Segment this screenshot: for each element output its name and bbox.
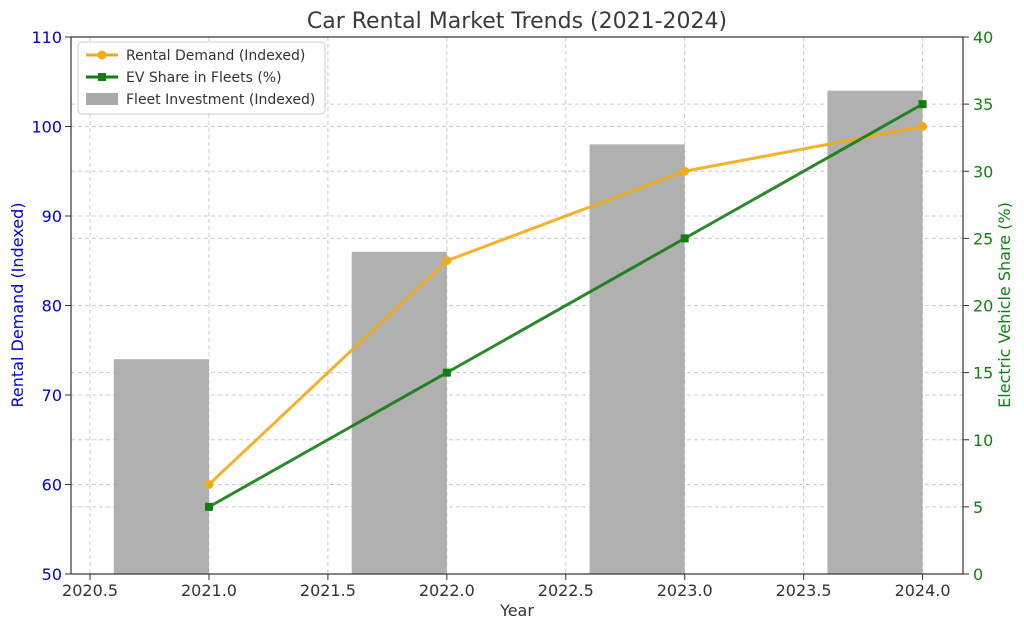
line-series xyxy=(204,100,928,511)
y-right-tick-label: 10 xyxy=(973,431,993,450)
bar-fleet-investment xyxy=(351,251,447,575)
bar-fleet-investment xyxy=(113,359,209,574)
legend-label: Rental Demand (Indexed) xyxy=(126,48,305,64)
point-ev-share xyxy=(204,502,213,511)
bar-fleet-investment xyxy=(589,144,685,574)
y-right-tick-label: 5 xyxy=(973,498,983,517)
x-tick-label: 2020.5 xyxy=(62,581,118,600)
y-left-tick-label: 70 xyxy=(42,386,62,405)
y-left-tick-label: 100 xyxy=(31,118,62,137)
y-right-tick-label: 0 xyxy=(973,565,983,584)
point-rental-demand xyxy=(442,256,452,266)
point-rental-demand xyxy=(204,480,214,489)
point-ev-share xyxy=(442,368,451,377)
chart-title: Car Rental Market Trends (2021-2024) xyxy=(307,9,727,34)
y-right-tick-label: 35 xyxy=(973,95,993,114)
axes: 2020.5 2021.0 2021.5 2022.0 2022.5 2023.0 2023… xyxy=(31,28,993,600)
y-left-axis-label: Rental Demand (Indexed) xyxy=(8,203,27,408)
y-right-tick-label: 40 xyxy=(973,28,993,47)
x-tick-label: 2023.5 xyxy=(776,581,832,600)
point-rental-demand xyxy=(680,166,690,176)
y-right-tick-label: 15 xyxy=(973,364,993,383)
x-axis-label: Year xyxy=(499,601,534,620)
legend-marker xyxy=(98,73,106,81)
y-left-tick-label: 80 xyxy=(42,297,62,316)
y-left-tick-label: 50 xyxy=(42,565,62,584)
x-tick-label: 2022.5 xyxy=(538,581,594,600)
x-tick-label: 2024.0 xyxy=(895,581,951,600)
legend-label: EV Share in Fleets (%) xyxy=(126,70,282,86)
y-right-axis-label: Electric Vehicle Share (%) xyxy=(995,202,1014,408)
legend-box xyxy=(77,41,326,115)
x-tick-label: 2021.5 xyxy=(300,581,356,600)
y-right-tick-label: 20 xyxy=(973,297,993,316)
point-ev-share xyxy=(680,234,689,243)
bar-fleet-investment xyxy=(827,90,923,574)
point-ev-share xyxy=(918,100,927,109)
legend-label: Fleet Investment (Indexed) xyxy=(126,92,315,108)
y-left-tick-label: 110 xyxy=(31,28,62,47)
point-rental-demand xyxy=(918,122,928,131)
x-tick-label: 2022.0 xyxy=(419,581,475,600)
x-tick-label: 2021.0 xyxy=(181,581,237,600)
line-ev-share xyxy=(208,102,924,509)
line-rental-demand xyxy=(207,125,923,486)
legend: Rental Demand (Indexed) EV Share in Fleet… xyxy=(77,41,326,115)
y-right-tick-label: 30 xyxy=(973,162,993,181)
y-left-tick-label: 60 xyxy=(42,476,62,495)
legend-swatch xyxy=(86,93,118,105)
y-left-tick-label: 90 xyxy=(42,207,62,226)
x-tick-label: 2023.0 xyxy=(657,581,713,600)
y-right-tick-label: 25 xyxy=(973,229,993,248)
legend-marker xyxy=(97,50,107,60)
